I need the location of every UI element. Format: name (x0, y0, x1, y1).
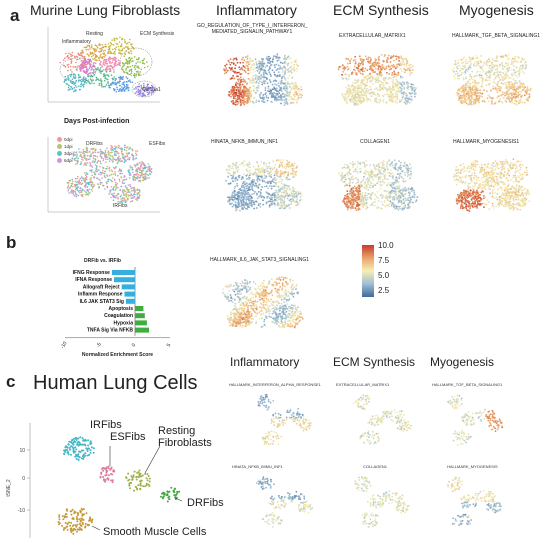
nes-x-tick: 5 (166, 342, 173, 348)
human-label-irfibs: IRFibs (90, 419, 122, 431)
caption-collagen: COLLAGEN1 (360, 139, 391, 145)
feature-plot-interferon (223, 53, 304, 107)
nes-x-axis-label: Normalized Enrichment Score (82, 352, 153, 358)
panel-c-letter: c (6, 372, 16, 391)
feature-plot-collagen (337, 159, 419, 212)
y-tick-label: 0 (22, 476, 25, 482)
feature-plot-myogenesis (452, 158, 531, 213)
nes-category-label: IL6 JAK STAT3 Sig (80, 299, 124, 305)
human-caption-nfkb: HINATA_NFKB_IMMU_INF1 (232, 464, 283, 469)
days-label-esfibs: ESFibs (149, 141, 166, 147)
legend-item: 3dpi (57, 150, 73, 157)
feature-plot-tgf-beta (451, 53, 532, 106)
days-label-drfibs: DRFibs (86, 141, 103, 147)
nes-category-label: Inflamm Response (78, 292, 123, 298)
human-label-smooth-muscle: Smooth Muscle Cells (103, 526, 207, 538)
y-tick-label: -10 (18, 508, 25, 514)
murine-days-tsne (47, 137, 160, 213)
colorbar-gradient (362, 245, 374, 297)
caption-nfkb: HINATA_NFKB_IMMUN_INF1 (211, 139, 279, 145)
human-label-drfibs: DRFibs (187, 497, 224, 509)
nes-bar (135, 327, 149, 333)
caption-il6: HALLMARK_IL6_JAK_STAT3_SIGNALING1 (210, 257, 310, 263)
nes-bar (111, 270, 135, 275)
caption-extracellular-matrix: EXTRACELLULAR_MATRIX1 (339, 33, 406, 39)
human-label-esfibs: ESFibs (110, 431, 146, 443)
panel-c-title: Human Lung Cells (33, 372, 198, 394)
panel-a-title: Murine Lung Fibroblasts (30, 2, 181, 18)
nes-category-label: IFNA Response (75, 277, 112, 283)
legend-item: 0dpi (57, 136, 73, 143)
caption-myogenesis: HALLMARK_MYOGENESIS1 (453, 139, 520, 145)
cluster-label-col13a1: Col13a1 (142, 87, 161, 93)
human-feature-nfkb (255, 476, 314, 528)
feature-plot-extracellular-matrix (337, 53, 417, 106)
caption-tgf-beta: HALLMARK_TGF_BETA_SIGNALING1 (452, 33, 540, 39)
feature-plot-il6 (222, 276, 304, 329)
days-legend: 0dpi 1dpi 3dpi 6dpi (57, 136, 73, 164)
col-title-myogenesis: Myogenesis (459, 2, 534, 18)
colorbar-tick: 2.5 (378, 286, 390, 295)
nes-bar (135, 320, 147, 326)
panel-a-letter: a (10, 6, 20, 25)
y-axis-label: tSNE_2 (6, 479, 12, 496)
col-title-ecm: ECM Synthesis (333, 2, 429, 18)
days-title: Days Post-infection (64, 118, 130, 125)
murine-cluster-tsne (47, 27, 160, 103)
human-caption-tgf: HALLMARK_TGF_BETA_SIGNALING1 (432, 382, 503, 387)
colorbar-ticks: 10.0 7.5 5.0 2.5 (378, 242, 394, 302)
nes-bar (125, 298, 135, 304)
nes-x-tick: -5 (95, 342, 103, 349)
days-label-irfibs: IRFibs (113, 203, 128, 209)
human-cluster-tsne: 10 0 -10 tSNE_2 (6, 423, 183, 538)
human-label-resting: Resting Fibroblasts (158, 425, 212, 449)
cluster-label-inflammatory: Inflammatory (62, 39, 91, 45)
nes-category-label: Apoptosis (109, 306, 134, 312)
nes-category-label: Coagulation (104, 313, 133, 319)
colorbar-tick: 5.0 (378, 271, 390, 280)
human-caption-myogenesis: HALLMARK_MYOGENESIS (447, 464, 498, 469)
human-col-title-ecm: ECM Synthesis (333, 355, 416, 369)
human-feature-tgf (447, 394, 504, 446)
y-tick-label: 10 (19, 448, 25, 454)
legend-item: 6dpi (57, 157, 73, 164)
human-feature-interferon (257, 393, 312, 446)
nes-bar (135, 313, 145, 319)
feature-plot-nfkb (225, 158, 303, 212)
legend-item: 1dpi (57, 143, 73, 150)
colorbar (362, 245, 374, 297)
nes-category-label: IFNG Response (73, 270, 110, 276)
panel-b-letter: b (6, 233, 17, 252)
human-caption-collagen: COLLAGEN1 (363, 464, 388, 469)
colorbar-tick: 10.0 (378, 241, 394, 250)
human-col-title-inflammatory: Inflammatory (230, 355, 300, 369)
nes-bar (121, 284, 135, 290)
colorbar-tick: 7.5 (378, 256, 390, 265)
nes-bar (114, 277, 135, 283)
nes-category-label: TNFA Sig Via NFKB (87, 328, 134, 334)
nes-bar (135, 306, 144, 311)
chart-title: DRFib vs. IRFib (84, 258, 121, 264)
human-feature-collagen (354, 476, 410, 528)
human-feature-ecm (353, 394, 412, 445)
nes-x-tick: -10 (60, 340, 69, 349)
nes-bar (124, 291, 135, 297)
nes-x-tick: 0 (131, 342, 138, 348)
col-title-inflammatory: Inflammatory (216, 2, 297, 18)
human-caption-ecm: EXTRACELLULAR_MATRIX1 (336, 382, 390, 387)
human-col-title-myogenesis: Myogenesis (430, 355, 495, 369)
nes-category-label: Hypoxia (114, 320, 134, 326)
human-feature-myogenesis (446, 476, 502, 527)
human-caption-interferon: HALLMARK_INTERFERON_ALPHA_RESPONSE1 (229, 382, 321, 387)
cluster-label-resting: Resting (86, 31, 103, 37)
nes-category-label: Allograft Reject (83, 284, 120, 290)
caption-interferon: GO_REGULATION_OF_TYPE_I_INTERFERON_ MEDI… (197, 23, 308, 35)
cluster-label-ecm: ECM Synthesis (140, 31, 175, 37)
